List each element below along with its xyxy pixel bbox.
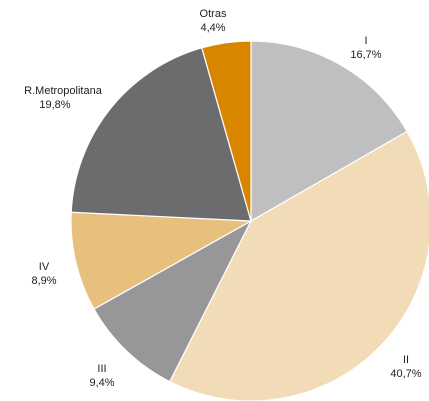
slice-value-iv: 8,9% xyxy=(31,275,56,287)
slice-value-ii: 40,7% xyxy=(390,368,421,380)
pie-slice-i xyxy=(250,40,408,223)
pie-slice-ii xyxy=(168,130,429,401)
slice-value-r-metropolitana: 19,8% xyxy=(39,99,70,111)
pie-labels: I 16,7% II 40,7% III 9,4% IV 8,9% R.Metr… xyxy=(24,8,422,389)
slice-label-iv: IV xyxy=(39,261,50,273)
slice-label-r-metropolitana: R.Metropolitana xyxy=(24,85,103,97)
pie-slice-otras xyxy=(201,40,252,222)
slice-value-i: 16,7% xyxy=(350,49,381,61)
pie-slices xyxy=(70,40,429,401)
slice-label-i: I xyxy=(364,35,367,47)
slice-value-otras: 4,4% xyxy=(200,22,225,34)
slice-label-iii: III xyxy=(97,363,106,375)
slice-value-iii: 9,4% xyxy=(89,377,114,389)
pie-slice-iii xyxy=(93,219,253,383)
pie-slice-iv xyxy=(70,211,254,310)
pie-slice-r-metropolitana xyxy=(70,47,252,222)
slice-label-ii: II xyxy=(403,354,409,366)
slice-label-otras: Otras xyxy=(200,8,227,20)
